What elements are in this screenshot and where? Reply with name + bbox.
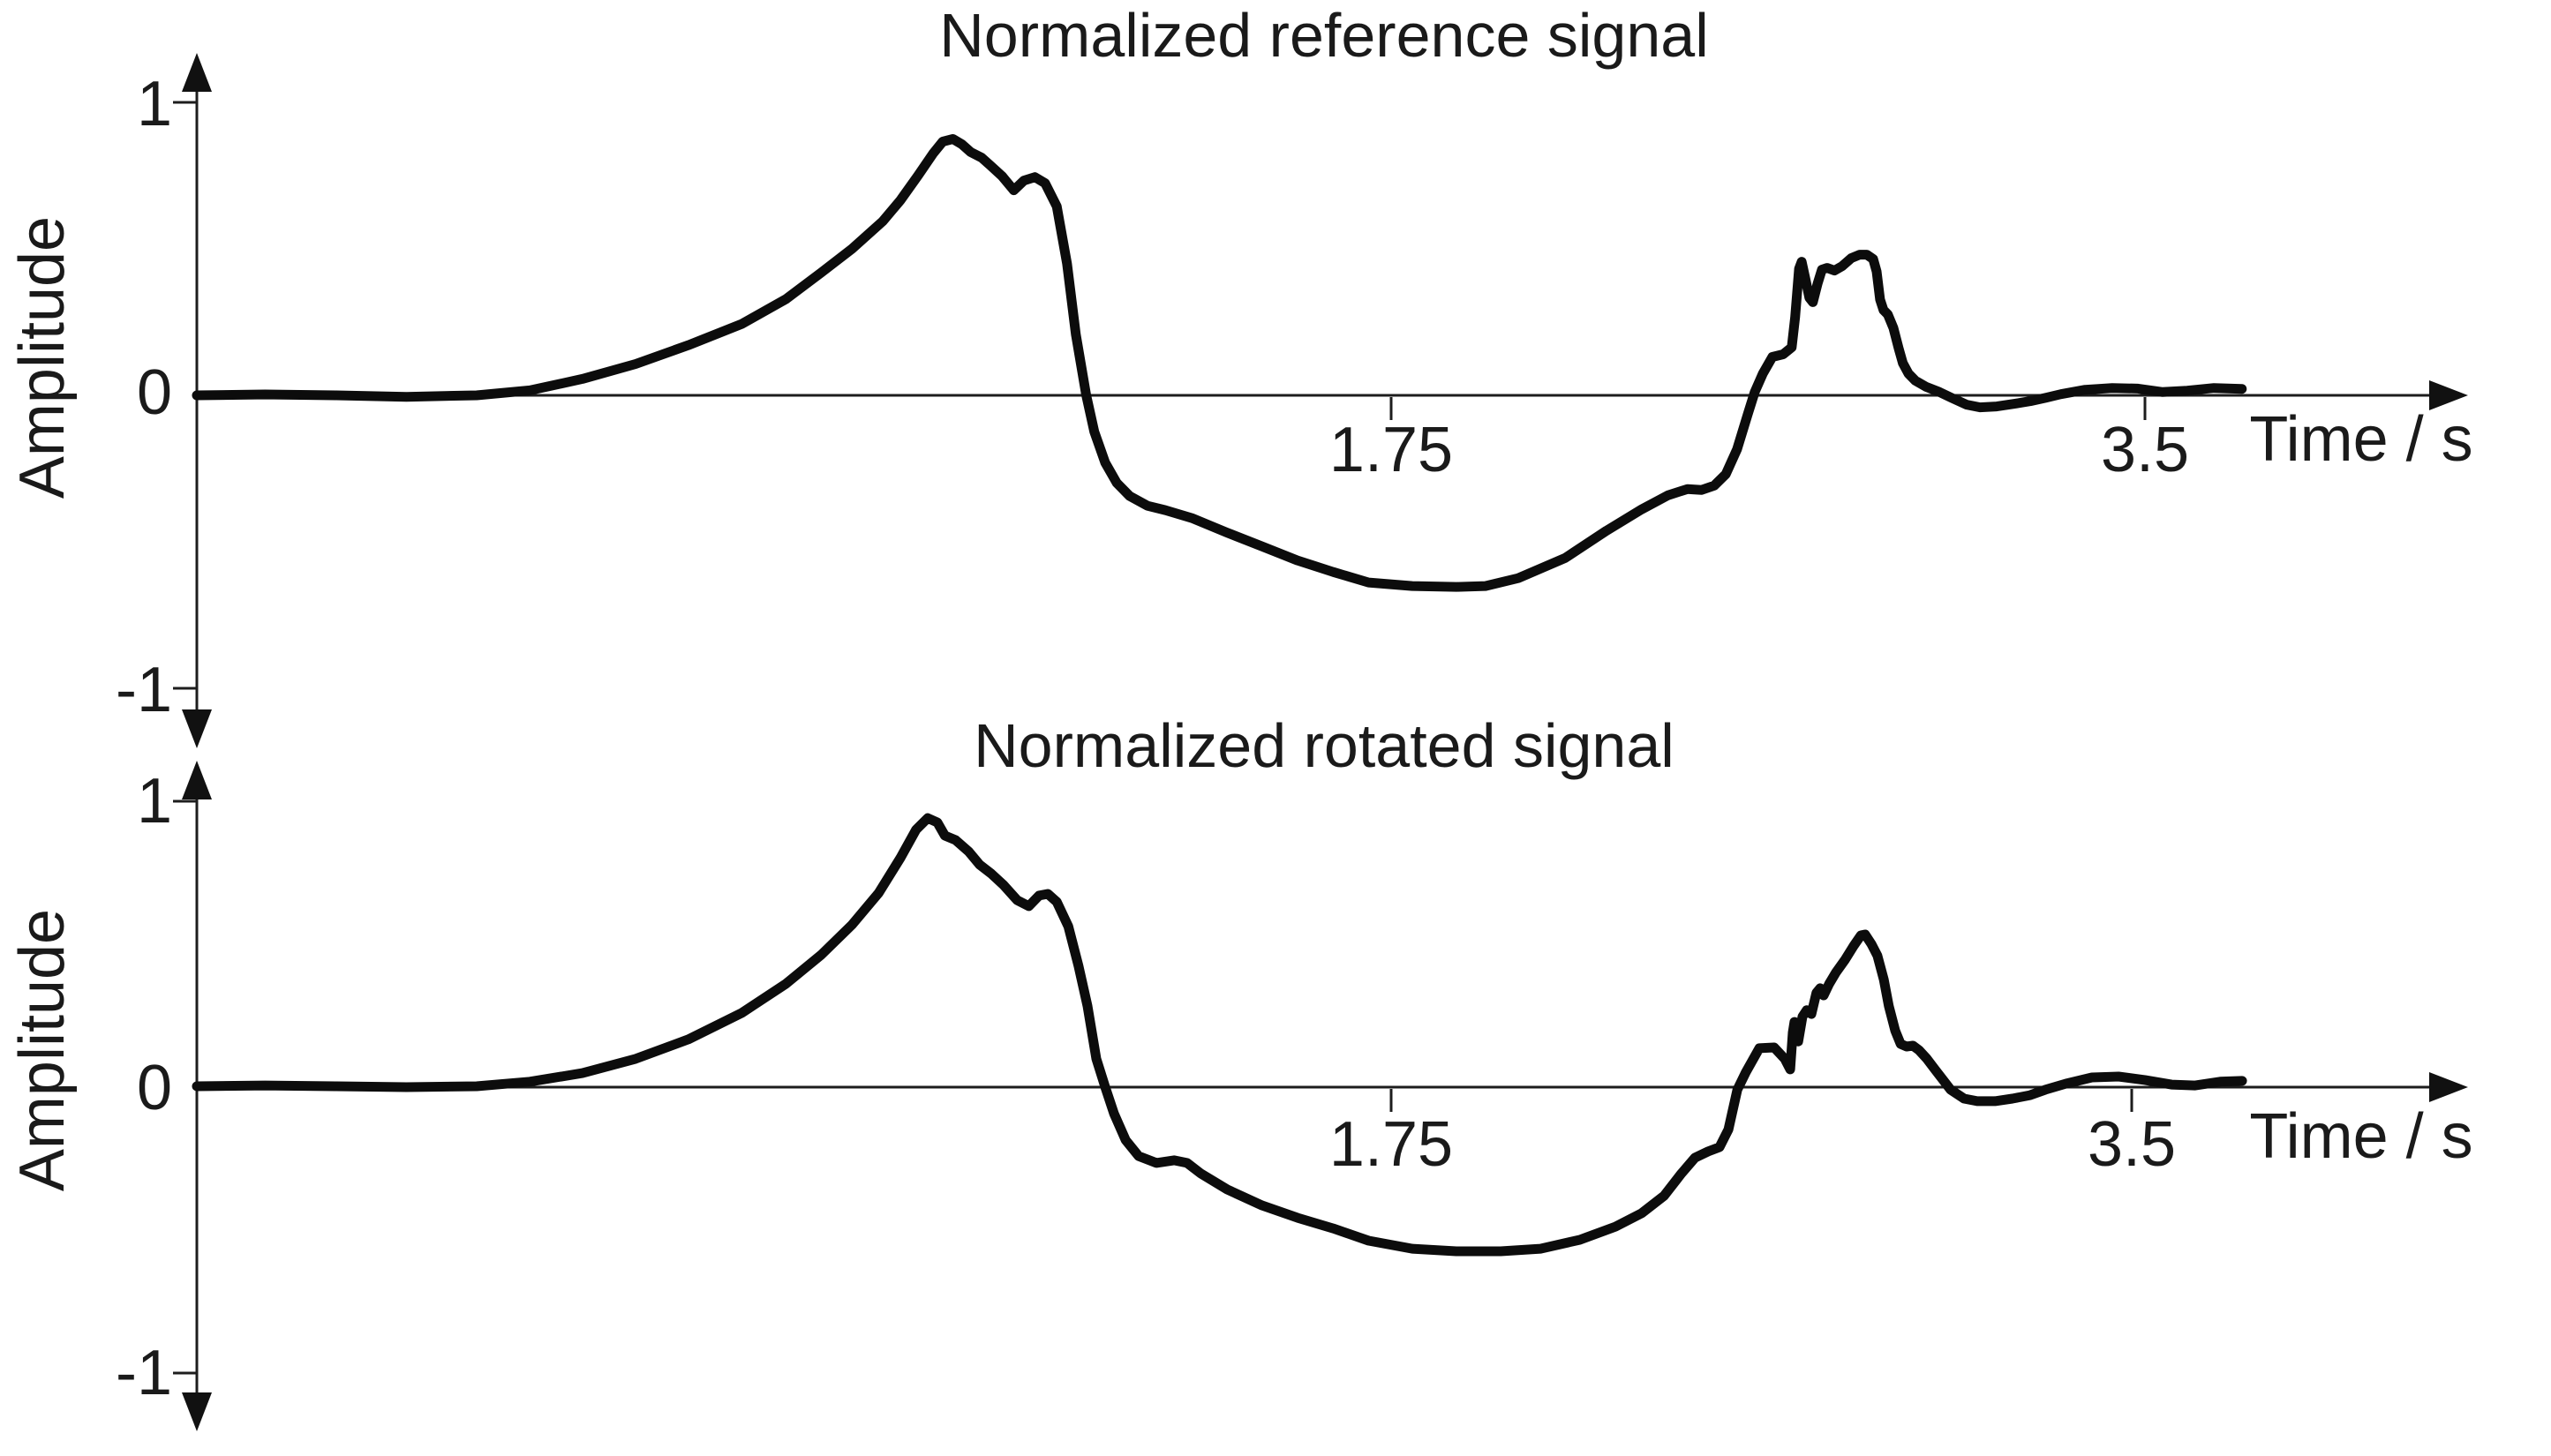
rotated-x-tick-label-35: 3.5 bbox=[2087, 1109, 2177, 1180]
reference-signal-curve bbox=[192, 134, 2247, 592]
rotated-x-axis-arrow-icon bbox=[2429, 1072, 2468, 1102]
rotated-signal-curve bbox=[192, 813, 2247, 1257]
reference-y-axis-up-arrow-icon bbox=[182, 53, 212, 92]
rotated-chart-title: Normalized rotated signal bbox=[974, 711, 1674, 780]
reference-chart bbox=[173, 53, 2468, 748]
rotated-y-axis-label: Amplitude bbox=[7, 908, 78, 1192]
rotated-x-axis-label: Time / s bbox=[2249, 1101, 2473, 1172]
reference-x-axis-arrow-icon bbox=[2429, 380, 2468, 410]
reference-y-axis-down-arrow-icon bbox=[182, 709, 212, 748]
rotated-x-tick-label-175: 1.75 bbox=[1328, 1109, 1454, 1180]
rotated-y-tick-label-minus1: -1 bbox=[115, 1338, 172, 1408]
reference-x-tick-label-175: 1.75 bbox=[1328, 415, 1454, 485]
reference-x-axis-label: Time / s bbox=[2249, 404, 2473, 475]
reference-y-tick-label-minus1: -1 bbox=[115, 655, 172, 725]
rotated-y-axis-up-arrow-icon bbox=[182, 761, 212, 799]
rotated-y-tick-label-1: 1 bbox=[136, 766, 172, 837]
reference-y-tick-label-0: 0 bbox=[136, 357, 172, 428]
rotated-chart bbox=[173, 761, 2468, 1431]
reference-chart-title: Normalized reference signal bbox=[939, 1, 1709, 70]
rotated-y-tick-label-0: 0 bbox=[136, 1053, 172, 1123]
rotated-y-axis-down-arrow-icon bbox=[182, 1392, 212, 1431]
reference-x-tick-label-35: 3.5 bbox=[2100, 415, 2190, 485]
reference-y-tick-label-1: 1 bbox=[136, 69, 172, 139]
